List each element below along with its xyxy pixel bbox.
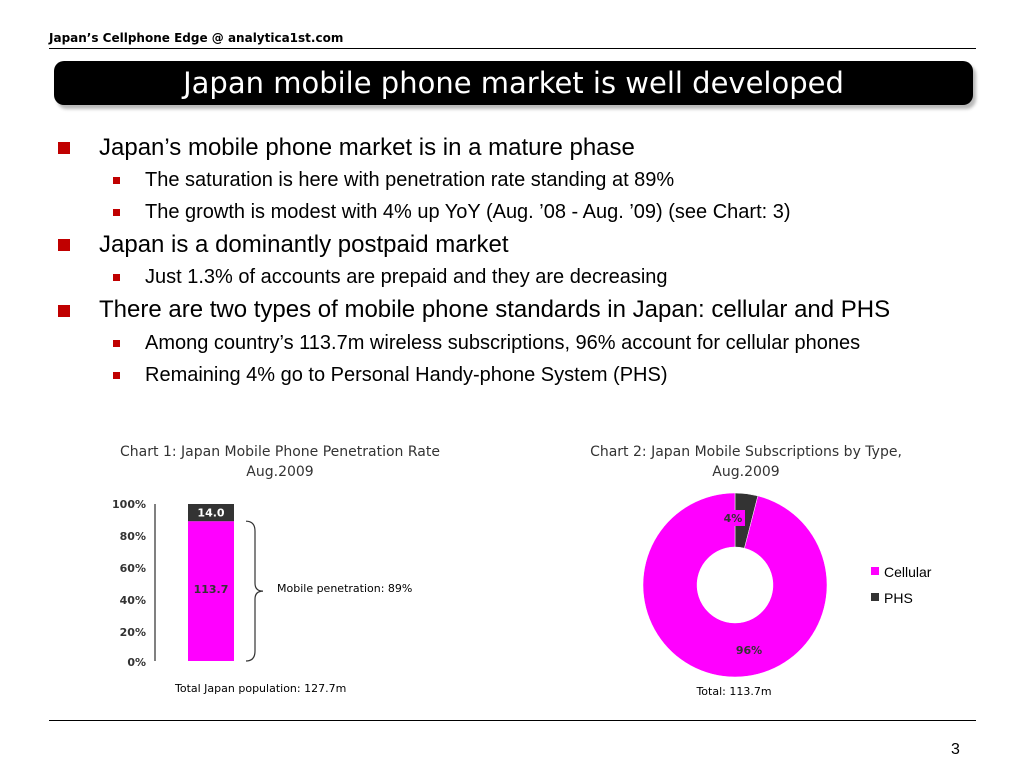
bullet-level2: Remaining 4% go to Personal Handy-phone … [145, 364, 668, 386]
chart2: 4% 96% Cellular PHS Total: 113.7m [642, 492, 932, 698]
chart1: 100% 80% 60% 40% 20% 0% 113.7 14.0 Mobile… [112, 498, 412, 695]
bullet-square-icon [58, 142, 70, 154]
y-tick-label: 20% [120, 626, 146, 639]
bullet-level2: The saturation is here with penetration … [145, 169, 675, 191]
penetration-annotation: Mobile penetration: 89% [277, 582, 412, 595]
donut-slice-cellular [642, 492, 828, 678]
slice-label-box [721, 510, 745, 526]
sub-bullet-square-icon [113, 340, 120, 347]
chart2-title-line1: Chart 2: Japan Mobile Subscriptions by T… [590, 444, 902, 460]
sub-bullet-square-icon [113, 274, 120, 281]
bullet-level2: Just 1.3% of accounts are prepaid and th… [145, 266, 668, 288]
bar-segment-non-subscribers [188, 504, 234, 522]
chart2-footnote: Total: 113.7m [695, 685, 771, 698]
bullet-level2: The growth is modest with 4% up YoY (Aug… [145, 201, 791, 223]
slide-title: Japan mobile phone market is well develo… [183, 66, 844, 100]
chart1-footnote: Total Japan population: 127.7m [174, 682, 346, 695]
bullet-level1: Japan’s mobile phone market is in a matu… [99, 134, 635, 161]
top-divider [49, 48, 976, 49]
chart2-donut: 4% 96% [642, 492, 828, 678]
legend-label-cellular: Cellular [884, 564, 932, 580]
legend-swatch-phs [871, 593, 879, 601]
bar-data-label: 113.7 [194, 583, 229, 596]
y-tick-label: 0% [127, 656, 146, 669]
y-tick-label: 40% [120, 594, 146, 607]
sub-bullet-square-icon [113, 372, 120, 379]
y-tick-label: 80% [120, 530, 146, 543]
bullet-level1: There are two types of mobile phone stan… [99, 296, 891, 323]
chart2-title: Chart 2: Japan Mobile Subscriptions by T… [546, 442, 946, 482]
legend-swatch-cellular [871, 567, 879, 575]
sub-bullet-square-icon [113, 209, 120, 216]
chart1-y-ticks: 100% 80% 60% 40% 20% 0% [112, 498, 146, 669]
sub-bullet-square-icon [113, 177, 120, 184]
chart1-title: Chart 1: Japan Mobile Phone Penetration … [80, 442, 480, 482]
y-tick-label: 60% [120, 562, 146, 575]
chart2-title-line2: Aug.2009 [712, 464, 780, 480]
y-tick-label: 100% [112, 498, 146, 511]
chart1-bars: 113.7 14.0 [188, 504, 234, 661]
slice-data-label: 96% [736, 644, 762, 657]
chart1-title-line1: Chart 1: Japan Mobile Phone Penetration … [120, 444, 440, 460]
legend-label-phs: PHS [884, 590, 913, 606]
bar-data-label: 14.0 [197, 507, 224, 520]
bullet-square-icon [58, 239, 70, 251]
chart2-legend: Cellular PHS [871, 564, 932, 606]
title-banner [54, 61, 973, 105]
header-text: Japan’s Cellphone Edge @ analytica1st.co… [49, 31, 344, 45]
penetration-brace [245, 520, 264, 662]
bottom-divider [49, 720, 976, 721]
bullet-level1: Japan is a dominantly postpaid market [99, 231, 509, 258]
page-number: 3 [951, 741, 960, 758]
slice-data-label: 4% [724, 512, 743, 525]
slice-label-box [733, 642, 765, 658]
bar-segment-subscriptions [188, 521, 234, 661]
bullet-square-icon [58, 305, 70, 317]
bullet-level2: Among country’s 113.7m wireless subscrip… [145, 332, 861, 354]
chart1-title-line2: Aug.2009 [246, 464, 314, 480]
